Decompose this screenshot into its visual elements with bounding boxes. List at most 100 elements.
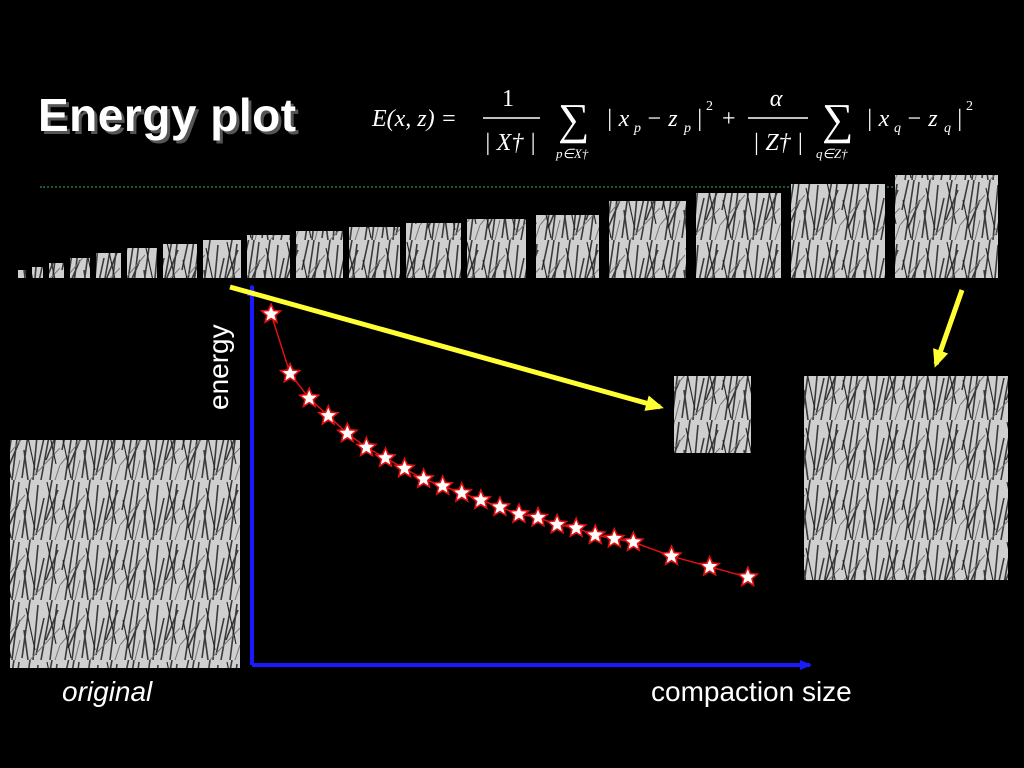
formula-term1-end: |	[696, 106, 703, 132]
thumbnail-10	[296, 231, 343, 278]
thumbnail-15	[609, 201, 686, 278]
series-line	[270, 313, 749, 579]
data-point-8	[396, 460, 413, 475]
data-point-bg-4	[316, 403, 340, 426]
data-point-bg-16	[545, 512, 569, 535]
thumbnail-14	[536, 215, 599, 278]
data-point-16	[549, 516, 565, 532]
data-point-bg-10	[431, 474, 455, 496]
data-point-bg-20	[622, 530, 645, 552]
thumbnail-11	[349, 227, 400, 278]
data-point-bg-8	[393, 456, 416, 479]
energy-formula: E(x, z) = 1 | X† | ∑ p∈X† | x p − z p | …	[371, 86, 973, 161]
data-point-10	[435, 478, 451, 493]
data-point-bg-19	[602, 526, 626, 549]
data-point-11	[454, 485, 470, 500]
large-result-image	[804, 376, 1008, 580]
data-point-20	[625, 534, 641, 549]
data-point-7	[377, 450, 394, 465]
data-point-bg-6	[355, 435, 378, 458]
original-texture-image	[10, 440, 240, 668]
formula-term2-subx: q	[894, 121, 901, 136]
data-point-2	[282, 365, 298, 381]
thumbnail-18	[895, 175, 998, 278]
data-point-bg-22	[698, 554, 722, 577]
data-point-15	[530, 509, 546, 525]
thumbnail-strip	[18, 175, 998, 278]
thumbnail-9	[247, 235, 290, 278]
formula-plus: +	[722, 106, 736, 132]
data-point-14	[511, 506, 527, 521]
small-result-image	[674, 376, 751, 453]
thumbnail-7	[163, 244, 197, 278]
data-point-bg-13	[488, 495, 512, 517]
formula-sum1-icon: ∑	[558, 95, 589, 144]
formula-term2-minus: − z	[906, 106, 938, 132]
data-point-19	[606, 530, 622, 546]
yellow-arrow-to-large	[933, 289, 965, 368]
original-label: original	[62, 676, 153, 707]
formula-frac2-den: | Z† |	[753, 130, 804, 156]
formula-lhs: E(x, z) =	[371, 106, 457, 132]
data-point-bg-14	[507, 502, 531, 524]
thumbnail-13	[467, 219, 526, 278]
thumbnail-8	[203, 240, 241, 278]
data-point-bg-23	[736, 565, 760, 587]
data-point-9	[416, 471, 432, 486]
formula-term2: | x	[866, 106, 890, 132]
data-point-bg-17	[564, 516, 588, 538]
data-point-bg-5	[335, 421, 359, 444]
thumbnail-16	[696, 193, 781, 278]
data-point-18	[587, 527, 603, 542]
thumbnail-17	[791, 184, 885, 278]
energy-series	[259, 302, 760, 587]
thumbnail-4	[70, 258, 90, 278]
data-point-bg-9	[412, 467, 435, 489]
data-point-bg-21	[660, 544, 683, 566]
thumbnail-12	[406, 223, 461, 278]
formula-frac1-num: 1	[502, 86, 514, 112]
formula-sum2-icon: ∑	[822, 95, 853, 144]
data-point-4	[320, 407, 336, 423]
data-point-17	[568, 520, 584, 535]
data-point-6	[358, 439, 374, 454]
data-point-bg-12	[469, 488, 493, 510]
data-point-23	[740, 569, 756, 584]
data-point-bg-2	[278, 361, 302, 384]
title-divider	[40, 186, 920, 188]
data-point-21	[663, 548, 680, 563]
data-point-3	[301, 390, 317, 405]
x-axis-label: compaction size	[651, 676, 852, 707]
formula-term1-minus: − z	[646, 106, 678, 132]
slide-title: Energy plot	[38, 89, 297, 141]
formula-term2-subz: q	[944, 121, 951, 136]
yellow-arrow-to-small	[229, 284, 664, 411]
thumbnail-6	[127, 248, 157, 278]
data-point-bg-3	[297, 386, 321, 408]
data-point-bg-7	[374, 446, 397, 468]
formula-term1: | x	[606, 106, 630, 132]
data-point-13	[492, 499, 508, 514]
thumbnail-3	[49, 263, 64, 278]
data-point-bg-11	[450, 481, 474, 503]
arrows	[229, 284, 965, 411]
y-axis-label: energy	[203, 324, 234, 410]
formula-term1-subx: p	[633, 121, 641, 136]
data-point-bg-15	[526, 505, 550, 528]
data-point-5	[339, 425, 355, 440]
formula-sq1: 2	[706, 99, 713, 114]
data-point-1	[263, 306, 279, 321]
formula-term1-subz: p	[683, 121, 691, 136]
formula-term2-end: |	[956, 106, 963, 132]
thumbnail-1	[18, 270, 26, 278]
data-point-bg-18	[583, 523, 607, 545]
data-point-12	[473, 492, 489, 507]
thumbnail-5	[96, 253, 121, 278]
formula-sum2-sub: q∈Z†	[816, 146, 848, 161]
formula-sum1-sub: p∈X†	[555, 146, 589, 161]
thumbnail-2	[32, 267, 43, 278]
data-point-22	[702, 558, 718, 574]
formula-sq2: 2	[966, 99, 973, 114]
data-point-bg-1	[259, 302, 283, 324]
